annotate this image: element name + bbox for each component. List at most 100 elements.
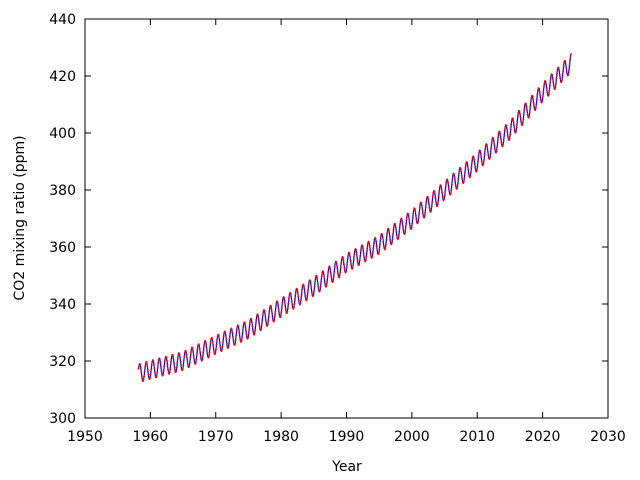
data-point — [423, 215, 426, 218]
data-point — [212, 344, 215, 347]
data-point — [324, 282, 326, 284]
data-point — [146, 369, 149, 372]
data-point — [515, 130, 518, 132]
data-point — [225, 343, 228, 345]
data-point — [410, 226, 413, 229]
data-point — [241, 331, 244, 334]
data-point — [351, 268, 354, 270]
data-point — [319, 289, 321, 292]
data-point — [470, 166, 473, 168]
data-point — [558, 69, 561, 72]
data-point — [423, 216, 425, 219]
data-point — [332, 279, 334, 282]
data-point — [250, 318, 253, 321]
data-point — [528, 115, 531, 117]
data-point — [401, 221, 404, 223]
data-point — [306, 294, 309, 297]
data-point — [415, 218, 418, 221]
data-point — [532, 101, 535, 104]
data-point — [176, 361, 179, 364]
data-point — [279, 315, 282, 317]
data-point — [303, 287, 306, 289]
data-point — [143, 370, 146, 373]
y-tick-label: 360 — [49, 240, 76, 256]
data-point — [547, 93, 550, 96]
data-point — [206, 352, 209, 355]
data-point — [296, 291, 299, 294]
data-point — [343, 267, 346, 270]
data-point — [562, 65, 565, 68]
data-point — [369, 248, 372, 251]
data-point — [344, 271, 347, 274]
data-point — [139, 363, 142, 366]
data-point — [292, 308, 295, 310]
data-point — [300, 293, 303, 296]
data-point — [326, 280, 329, 283]
data-point — [469, 174, 472, 177]
data-point — [326, 275, 329, 278]
data-point — [426, 196, 429, 199]
data-point — [235, 329, 238, 332]
data-point — [531, 95, 534, 98]
data-point — [510, 119, 513, 122]
data-point — [461, 178, 464, 181]
data-point — [153, 367, 156, 370]
data-point — [178, 353, 181, 355]
data-point — [457, 177, 460, 180]
data-point — [266, 325, 269, 327]
data-point — [492, 137, 495, 140]
data-point — [150, 364, 153, 366]
data-point — [529, 105, 532, 108]
data-point — [519, 112, 521, 115]
data-point — [320, 275, 323, 278]
data-point — [456, 186, 459, 189]
x-tick-label: 1990 — [329, 429, 365, 445]
data-point — [425, 197, 428, 200]
data-point — [382, 240, 385, 243]
data-point — [156, 371, 159, 374]
data-point — [346, 256, 349, 259]
data-point — [372, 247, 375, 250]
data-point — [458, 168, 461, 171]
data-point — [272, 320, 275, 323]
data-point — [568, 64, 571, 66]
data-point — [304, 295, 307, 298]
data-point — [499, 137, 502, 140]
data-point — [316, 278, 319, 281]
data-point — [543, 85, 545, 88]
data-point — [310, 291, 313, 294]
x-axis: 1950 1960 1970 1980 1990 2000 2010 2020 2030 — [67, 19, 626, 445]
x-tick-label: 1980 — [263, 429, 299, 445]
data-point — [411, 217, 414, 220]
data-point — [239, 336, 241, 339]
data-point — [455, 188, 458, 190]
data-point — [284, 308, 287, 311]
data-point — [427, 199, 430, 201]
x-axis-label: Year — [331, 459, 362, 475]
data-point — [375, 240, 378, 243]
y-tick-label: 320 — [49, 354, 76, 370]
data-point — [417, 217, 420, 220]
data-point — [137, 367, 140, 370]
data-point — [556, 68, 559, 71]
data-point — [255, 318, 258, 321]
data-point — [498, 131, 501, 133]
data-point — [474, 167, 477, 169]
data-point — [212, 349, 215, 352]
data-point — [514, 131, 517, 134]
data-point — [286, 310, 289, 313]
data-point — [428, 203, 430, 206]
data-point — [253, 333, 256, 336]
data-point — [339, 271, 342, 274]
data-point — [429, 211, 432, 213]
data-point — [520, 120, 522, 123]
data-point — [435, 201, 437, 204]
data-point — [418, 207, 421, 209]
data-point — [565, 67, 568, 69]
data-point — [144, 366, 147, 368]
data-point — [466, 161, 469, 164]
data-point — [404, 231, 406, 234]
data-point — [283, 296, 285, 299]
data-point — [489, 156, 491, 159]
data-point — [479, 152, 482, 155]
